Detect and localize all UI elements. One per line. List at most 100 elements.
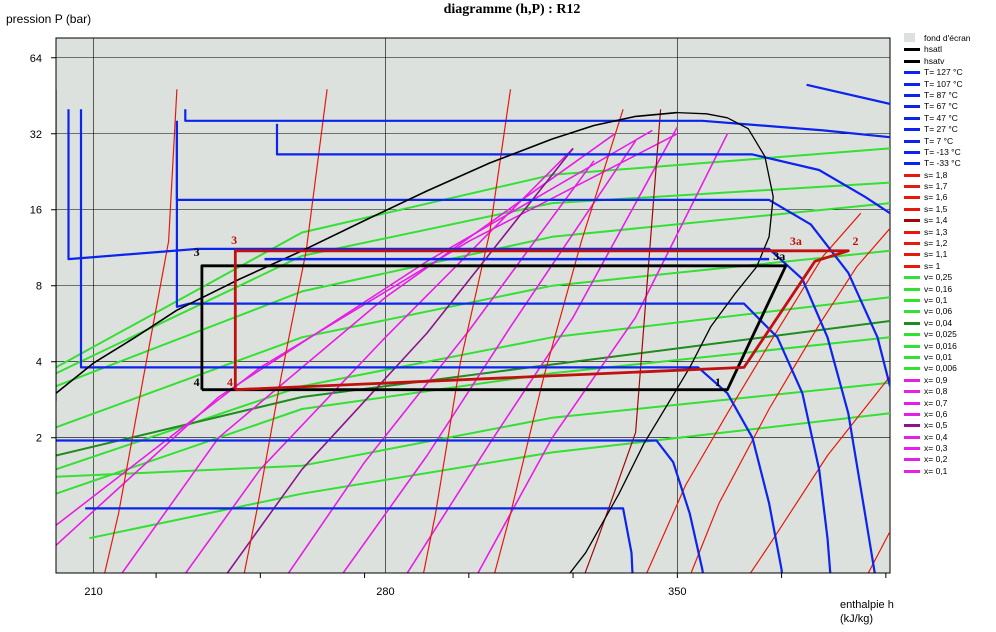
- legend-entry: s= 1,8: [904, 170, 996, 181]
- legend-label: T= 127 °C: [924, 67, 963, 78]
- legend-label: v= 0,16: [924, 283, 953, 294]
- chart-legend: fond d'écran hsatl hsatv T= 127 °C T= 107 °C…: [904, 33, 996, 477]
- quality-line: [406, 126, 679, 573]
- legend-label: v= 0,06: [924, 306, 953, 317]
- legend-label: x= 0,6: [924, 408, 948, 419]
- saturation-liquid-line: [56, 111, 678, 394]
- legend-entry: s= 1,6: [904, 192, 996, 203]
- isotherm-line: [175, 130, 890, 387]
- legend-swatch: [904, 139, 920, 143]
- legend-swatch: [904, 333, 920, 337]
- legend-entry: s= 1: [904, 261, 996, 272]
- legend-entry: s= 1,7: [904, 181, 996, 192]
- cycle-point-label: 3: [194, 245, 200, 259]
- legend-entry: x= 0,4: [904, 432, 996, 443]
- legend-entry: T= -13 °C: [904, 147, 996, 158]
- legend-entry: s= 1,2: [904, 238, 996, 249]
- legend-label: s= 1,2: [924, 238, 948, 249]
- legend-swatch: [904, 128, 920, 132]
- legend-swatch: [904, 344, 920, 348]
- legend-swatch: [904, 219, 920, 223]
- legend-entry: s= 1,1: [904, 249, 996, 260]
- legend-label: T= -13 °C: [924, 146, 961, 157]
- cycle-point-label: 3: [231, 233, 237, 247]
- legend-swatch: [904, 82, 920, 86]
- legend-entry: v= 0,04: [904, 318, 996, 329]
- isentrope-line: [690, 228, 890, 573]
- cycle-black: [200, 264, 788, 392]
- legend-entry: T= -33 °C: [904, 158, 996, 169]
- legend-swatch: [904, 150, 920, 154]
- legend-entry: fond d'écran: [904, 33, 996, 44]
- legend-swatch: [904, 378, 920, 382]
- legend-swatch: [904, 458, 920, 462]
- cycle-point-label: 3a: [773, 249, 785, 263]
- legend-swatch: [904, 59, 920, 63]
- legend-swatch: [904, 367, 920, 371]
- legend-swatch: [904, 401, 920, 405]
- legend-label: hsatl: [924, 44, 942, 55]
- legend-entry: x= 0,8: [904, 386, 996, 397]
- legend-entry: s= 1,4: [904, 215, 996, 226]
- isotherm-line: [56, 439, 704, 573]
- legend-entry: x= 0,6: [904, 409, 996, 420]
- legend-entry: x= 0,5: [904, 420, 996, 431]
- x-tick-label: 280: [376, 586, 394, 598]
- legend-entry: x= 0,2: [904, 454, 996, 465]
- x-tick-label: 210: [84, 586, 102, 598]
- legend-swatch: [904, 93, 920, 97]
- cycle-point-label: 2: [852, 234, 858, 248]
- legend-entry: T= 107 °C: [904, 79, 996, 90]
- isochore-line: [56, 381, 890, 478]
- legend-swatch: [904, 173, 920, 177]
- quality-line: [226, 147, 574, 573]
- y-tick-label: 2: [36, 433, 42, 445]
- legend-entry: T= 127 °C: [904, 67, 996, 78]
- legend-label: T= -33 °C: [924, 158, 961, 169]
- legend-swatch: [904, 435, 920, 439]
- y-tick-label: 4: [36, 357, 42, 369]
- legend-label: v= 0,016: [924, 340, 957, 351]
- isochore-line: [56, 181, 890, 375]
- cycle-point-label: 3a: [790, 234, 802, 248]
- legend-swatch: [904, 355, 920, 359]
- legend-swatch: [904, 390, 920, 394]
- legend-entry: s= 1,5: [904, 204, 996, 215]
- legend-entry: T= 87 °C: [904, 90, 996, 101]
- legend-label: s= 1,6: [924, 192, 948, 203]
- legend-label: hsatv: [924, 55, 945, 66]
- legend-label: x= 0,2: [924, 454, 948, 465]
- isotherm-line: [806, 83, 890, 105]
- isentrope-line: [584, 109, 662, 573]
- legend-label: x= 0,7: [924, 397, 948, 408]
- legend-swatch: [904, 276, 920, 280]
- legend-label: s= 1,8: [924, 169, 948, 180]
- legend-label: s= 1,1: [924, 249, 948, 260]
- legend-label: v= 0,25: [924, 272, 953, 283]
- legend-label: x= 0,9: [924, 374, 948, 385]
- legend-swatch: [904, 230, 920, 234]
- legend-entry: T= 27 °C: [904, 124, 996, 135]
- legend-entry: v= 0,06: [904, 306, 996, 317]
- legend-swatch: [904, 253, 920, 257]
- y-tick-label: 8: [36, 281, 42, 293]
- chart-title: diagramme (h,P) : R12: [443, 2, 581, 17]
- legend-entry: T= 7 °C: [904, 136, 996, 147]
- legend-label: T= 87 °C: [924, 89, 958, 100]
- isotherm-line: [275, 123, 890, 215]
- legend-swatch: [904, 196, 920, 200]
- legend-swatch: [904, 310, 920, 314]
- legend-label: v= 0,1: [924, 294, 948, 305]
- legend-entry: T= 47 °C: [904, 113, 996, 124]
- isochore-line: [56, 249, 890, 429]
- legend-label: s= 1,4: [924, 215, 948, 226]
- x-tick-label: 350: [668, 586, 686, 598]
- legend-entry: x= 0,3: [904, 443, 996, 454]
- legend-swatch: [904, 321, 920, 325]
- cycle-point-label: 1: [715, 375, 721, 389]
- legend-label: v= 0,025: [924, 329, 957, 340]
- cycle-red: [233, 249, 850, 392]
- isochore-line: [56, 296, 890, 471]
- legend-swatch: [904, 469, 920, 473]
- cycle-point-label: 4: [227, 375, 233, 389]
